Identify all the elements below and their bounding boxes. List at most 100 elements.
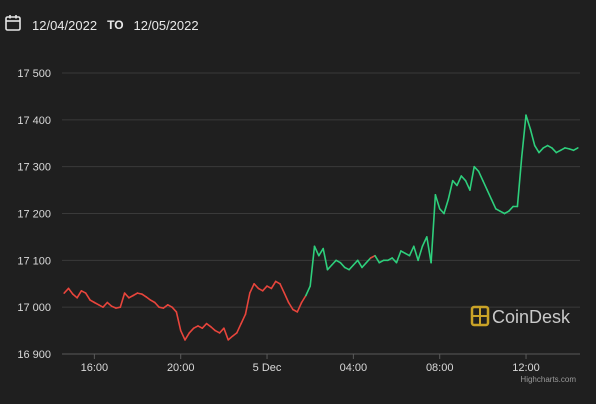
series-segment [473, 165, 480, 173]
series-segment [145, 296, 152, 301]
series-segment [542, 144, 549, 149]
y-tick-label: 16 900 [17, 349, 51, 361]
series-segment [76, 289, 83, 299]
series-segment [438, 208, 445, 215]
series-segment [369, 254, 376, 259]
series-segment [404, 252, 411, 257]
series-segment [412, 245, 419, 262]
series-segment [352, 259, 359, 266]
series-segment [434, 194, 441, 210]
series-segment [451, 179, 458, 187]
series-segment [322, 247, 329, 271]
series-segment [97, 303, 104, 309]
y-tick-label: 17 200 [17, 209, 51, 221]
series-segment [102, 301, 109, 309]
series-segment [167, 303, 173, 309]
series-segment [425, 236, 432, 264]
series-segment [400, 250, 407, 255]
y-tick-label: 17 500 [17, 68, 51, 80]
series-segment [231, 332, 238, 338]
series-segment [257, 287, 264, 292]
series-segment [266, 285, 273, 290]
series-segment [89, 299, 96, 304]
x-tick-label: 08:00 [426, 362, 454, 374]
series-segment [123, 292, 130, 299]
series-segment [503, 210, 510, 215]
series-segment [538, 147, 545, 154]
series-segment [343, 266, 350, 271]
date-range-selector[interactable]: 12/04/2022 TO 12/05/2022 [4, 13, 199, 37]
series-segment [456, 175, 463, 187]
series-segment [253, 282, 260, 290]
series-segment [546, 144, 553, 149]
series-segment [387, 257, 394, 262]
series-segment [67, 287, 74, 295]
x-tick-label: 5 Dec [253, 362, 282, 374]
series-segment [201, 322, 208, 330]
series-segment [365, 257, 372, 264]
series-segment [555, 149, 562, 154]
series-segment [93, 301, 100, 306]
series-segment [572, 147, 579, 152]
series-segment [244, 292, 251, 316]
series-segment [283, 292, 290, 304]
series-segment [507, 205, 514, 212]
y-tick-label: 17 000 [17, 302, 51, 314]
series-segment [533, 144, 540, 154]
series-segment [292, 308, 299, 313]
series-segment [421, 236, 428, 248]
series-segment [192, 325, 199, 330]
series-segment [80, 289, 87, 294]
series-segment [149, 299, 156, 304]
y-tick-label: 17 300 [17, 162, 51, 174]
series-segment [240, 313, 247, 325]
series-segment [408, 245, 415, 257]
x-tick-label: 04:00 [340, 362, 368, 374]
x-tick-label: 12:00 [512, 362, 540, 374]
end-date[interactable]: 12/05/2022 [133, 17, 199, 33]
series-segment [326, 264, 333, 271]
series-segment [84, 292, 91, 301]
series-segment [179, 329, 186, 341]
chart-credit[interactable]: Highcharts.com [520, 375, 576, 384]
series-segment [162, 303, 169, 309]
series-segment [227, 335, 234, 341]
series-segment [214, 329, 221, 334]
series-segment [132, 292, 139, 297]
series-segment [339, 261, 346, 269]
y-tick-label: 17 100 [17, 255, 51, 267]
series-segment [520, 114, 527, 159]
series-segment [188, 327, 195, 334]
series-segment [499, 210, 506, 215]
series-segment [261, 285, 268, 292]
series-segment [249, 282, 255, 294]
series-segment [395, 250, 402, 264]
series-segment [551, 147, 558, 154]
series-segment [296, 301, 303, 313]
price-series [63, 114, 579, 341]
series-segment [309, 245, 316, 287]
y-axis-ticks: 16 900 17 000 17 100 17 200 17 300 17 400 17 5… [17, 68, 51, 361]
series-segment [490, 198, 497, 210]
series-segment [317, 247, 325, 257]
series-segment [197, 325, 204, 330]
series-segment [374, 254, 381, 264]
calendar-icon[interactable] [4, 14, 22, 37]
coindesk-watermark: CoinDesk [470, 305, 571, 327]
watermark-text: CoinDesk [492, 307, 571, 327]
series-segment [210, 325, 216, 332]
x-tick-label: 20:00 [167, 362, 195, 374]
series-segment [218, 327, 225, 334]
series-segment [417, 245, 424, 262]
series-segment [128, 294, 134, 299]
to-label: TO [107, 18, 124, 32]
series-segment [154, 301, 160, 309]
series-segment [205, 322, 212, 328]
series-segment [391, 257, 398, 264]
series-segment [313, 245, 320, 257]
series-segment [300, 294, 307, 304]
series-segment [378, 259, 385, 264]
start-date[interactable]: 12/04/2022 [32, 17, 98, 33]
series-segment [430, 194, 437, 264]
